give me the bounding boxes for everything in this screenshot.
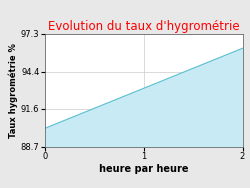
Title: Evolution du taux d'hygrométrie: Evolution du taux d'hygrométrie xyxy=(48,20,240,33)
Y-axis label: Taux hygrométrie %: Taux hygrométrie % xyxy=(8,43,18,138)
X-axis label: heure par heure: heure par heure xyxy=(99,164,188,174)
